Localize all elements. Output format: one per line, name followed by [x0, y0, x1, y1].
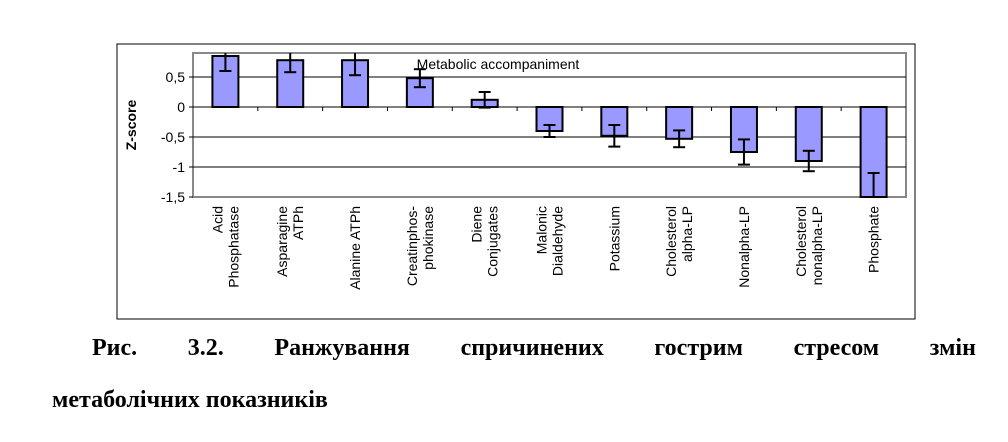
x-tick-label: Potassium	[606, 206, 622, 271]
y-axis-label: Z-score	[123, 100, 139, 151]
x-tick-label: Acid	[209, 206, 225, 233]
x-tick-label: Conjugates	[485, 206, 501, 277]
caption-word: змін	[929, 335, 976, 361]
x-tick-label: Diene	[469, 206, 485, 243]
x-tick-label: Creatinphos-	[404, 206, 420, 286]
bar	[341, 59, 370, 108]
x-tick-label: Dialdehyde	[550, 206, 566, 276]
chart-title: Metabolic accompaniment	[417, 56, 580, 72]
y-tick-label: -1,5	[161, 189, 185, 205]
x-tick-label: Malonic	[534, 206, 550, 254]
x-tick-label: Alanine ATPh	[347, 206, 363, 290]
y-tick-label: 0,5	[166, 69, 186, 85]
y-tick-label: 0	[177, 99, 185, 115]
caption-word: стресом	[793, 335, 880, 361]
y-tick-label: -1	[173, 159, 186, 175]
bar-chart: 0,5 0 -0,5 -1 -1,5 Z-score Metabolic accompani…	[116, 43, 916, 320]
x-tick-label: phokinase	[420, 206, 436, 270]
caption-word: гострим	[654, 335, 743, 361]
caption-word: Рис.	[92, 335, 138, 361]
x-tick-label: Phosphatase	[225, 206, 241, 288]
caption-word: спричинених	[460, 335, 604, 361]
x-tick-label: alpha-LP	[679, 206, 695, 262]
x-tick-label: Asparagine	[274, 206, 290, 277]
x-tick-label: Cholesterol	[663, 206, 679, 277]
caption-word: 3.2.	[187, 335, 224, 361]
bar	[859, 106, 888, 198]
x-tick-label: ATPh	[290, 206, 306, 240]
y-tick-label: -0,5	[161, 129, 185, 145]
x-tick-label: Nonalpha-LP	[736, 206, 752, 288]
caption-word: Ранжування	[274, 335, 410, 361]
figure-caption-line-2: метаболічних показників	[52, 387, 328, 413]
x-tick-label: nonalpha-LP	[809, 206, 825, 285]
x-tick-label: Phosphate	[866, 206, 882, 273]
figure-caption-line-1: Рис. 3.2. Ранжування спричинених гострим…	[92, 335, 976, 362]
x-tick-label: Cholesterol	[793, 206, 809, 277]
